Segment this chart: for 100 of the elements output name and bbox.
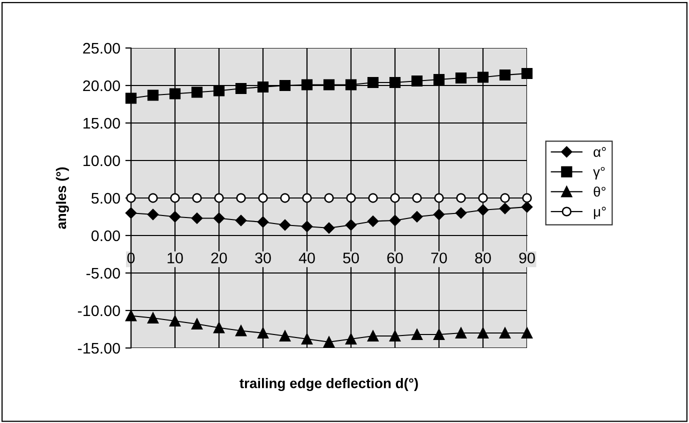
point [147,90,159,101]
point [257,81,269,93]
point [213,212,225,224]
point [169,211,181,222]
x-tick-label: 40 [298,252,315,264]
point [235,214,247,226]
point [323,336,335,348]
y-tick-label: 0.00 [91,230,120,242]
point [456,193,466,203]
point [477,327,489,339]
point [433,208,445,220]
point [323,79,335,90]
point [389,330,401,342]
point [279,330,291,342]
y-tick-label: 5.00 [91,192,120,204]
legend-label: μ° [594,206,606,220]
x-tick-label: 20 [211,252,227,264]
y-tick-label: 10.00 [84,155,120,166]
point [324,193,334,203]
point [411,75,423,87]
point [301,79,313,90]
point [345,79,357,90]
point [257,327,269,339]
point [170,193,180,203]
point [257,216,269,228]
point [192,193,202,203]
point [125,92,137,104]
point [522,193,532,203]
x-tick-label: 70 [431,252,447,264]
point [411,328,423,340]
y-tick-label: -10.00 [78,305,120,316]
point [434,193,444,203]
point [236,193,246,203]
point [279,80,291,92]
point [214,193,224,203]
point [125,207,137,219]
point [191,86,203,98]
point [368,193,378,203]
x-axis-title: trailing edge deflection d(°) [240,378,418,392]
point [477,204,489,216]
legend-label: α° [594,147,606,157]
point [367,216,379,227]
y-tick-label: 25.00 [83,42,120,54]
point [521,201,533,213]
x-tick-label: 90 [519,252,535,264]
point [390,193,400,203]
point [412,193,422,203]
point [346,193,356,203]
y-tick-label: -5.00 [86,268,120,279]
point [323,222,335,234]
y-axis-title: angles (°) [56,167,69,229]
point [235,82,247,94]
point [235,325,247,336]
point [499,327,511,339]
point [169,88,181,100]
point [302,193,312,203]
point [148,193,158,203]
point [345,333,357,345]
x-tick-label: 10 [168,252,183,264]
point [147,312,159,324]
x-tick-label: 80 [475,252,491,264]
point [126,193,136,203]
point [521,68,533,80]
point [213,322,225,334]
point [455,72,467,84]
x-tick-label: 60 [387,252,403,264]
point [258,193,268,203]
x-tick-label: 50 [343,252,359,264]
point [499,202,511,214]
y-tick-label: 15.00 [84,118,120,129]
point [279,219,291,231]
point [125,310,137,322]
point [455,327,467,339]
legend-label: θ° [594,186,606,197]
point [213,85,225,96]
point [147,208,159,220]
point [367,76,379,88]
point [411,211,423,222]
point [301,333,313,345]
point [389,76,401,88]
point [433,74,445,86]
point [521,327,533,339]
point [499,69,511,81]
point [367,330,379,342]
point [477,72,489,83]
y-tick-label: -15.00 [78,342,120,354]
point [191,212,203,224]
x-tick-label: 30 [255,252,271,264]
point [345,219,357,231]
point [478,193,488,203]
legend-label: γ° [593,166,605,180]
point [455,207,467,219]
y-tick-label: 20.00 [83,80,120,92]
point [433,328,445,340]
point [169,315,181,327]
point [500,193,510,203]
point [280,193,290,203]
point [191,318,203,330]
point [301,220,313,232]
point [389,214,401,226]
